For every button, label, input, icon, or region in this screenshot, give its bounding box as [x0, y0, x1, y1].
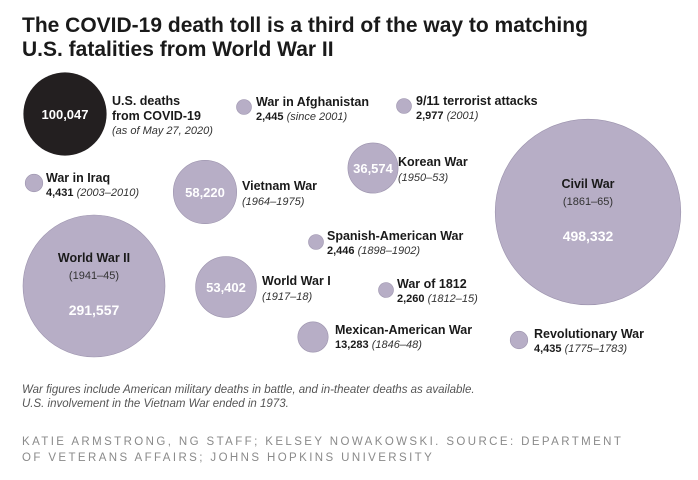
bubble-value-afghanistan: 2,445: [256, 111, 287, 123]
bubble-period-afghanistan: (since 2001): [287, 111, 348, 123]
credit-line-2: OF VETERANS AFFAIRS; JOHNS HOPKINS UNIVE…: [22, 452, 435, 464]
bubble-revolutionary: Revolutionary War 4,435 (1775–1783): [509, 327, 644, 355]
bubble-ww1: 53,402 World War I (1917–18): [195, 256, 331, 318]
bubble-period-ww2: (1941–45): [69, 270, 119, 282]
bubble-name-iraq: War in Iraq: [46, 171, 110, 185]
title-line-1: The COVID-19 death toll is a third of th…: [22, 14, 588, 37]
bubble-civil: Civil War (1861–65) 498,332: [494, 118, 682, 306]
bubble-detail-war1812: 2,260 (1812–15): [397, 293, 478, 305]
bubble-detail-iraq: 4,431 (2003–2010): [46, 187, 139, 199]
bubble-value-covid: 100,047: [42, 107, 89, 122]
note-line-2: U.S. involvement in the Vietnam War ende…: [22, 398, 289, 410]
bubble-vietnam: 58,220 Vietnam War (1964–1975): [173, 160, 317, 225]
bubble-circle-ww2: [22, 214, 166, 358]
bubble-circle-ww1: [195, 256, 257, 318]
bubble-circle-revolutionary: [509, 330, 529, 350]
bubble-name-ww2: World War II: [58, 251, 130, 265]
chart-notes: War figures include American military de…: [22, 383, 682, 411]
bubble-nine11: 9/11 terrorist attacks 2,977 (2001): [396, 94, 538, 122]
bubble-name-ww1: World War I: [262, 274, 331, 288]
credit-line-1: KATIE ARMSTRONG, NG STAFF; KELSEY NOWAKO…: [22, 436, 624, 448]
bubble-value-ww1: 53,402: [206, 280, 246, 295]
chart-title: The COVID-19 death toll is a third of th…: [22, 14, 682, 62]
bubble-korea: 36,574 Korean War (1950–53): [347, 142, 468, 194]
bubble-detail-afghanistan: 2,445 (since 2001): [256, 111, 347, 123]
bubble-detail-nine11: 2,977 (2001): [416, 110, 479, 122]
bubble-value-civil: 498,332: [563, 228, 614, 244]
bubble-name-mexican: Mexican-American War: [335, 323, 472, 337]
bubble-afghanistan: War in Afghanistan 2,445 (since 2001): [236, 95, 369, 123]
bubble-circle-covid: [23, 72, 107, 156]
bubble-circle-vietnam: [173, 160, 238, 225]
bubble-name-afghanistan: War in Afghanistan: [256, 95, 369, 109]
bubble-period-ww1: (1917–18): [262, 291, 312, 303]
bubble-iraq: War in Iraq 4,431 (2003–2010): [24, 171, 139, 199]
bubble-period-nine11: (2001): [447, 110, 479, 122]
bubble-value-spanish: 2,446: [327, 245, 358, 257]
bubble-value-mexican: 13,283: [335, 339, 372, 351]
bubble-circle-korea: [347, 142, 399, 194]
bubble-value-iraq: 4,431: [46, 187, 77, 199]
bubble-circle-spanish: [308, 234, 324, 250]
bubble-circle-iraq: [24, 173, 44, 193]
bubble-circle-mexican: [297, 321, 329, 353]
bubble-period-civil: (1861–65): [563, 196, 613, 208]
note-line-1: War figures include American military de…: [22, 384, 475, 396]
bubble-value-revolutionary: 4,435: [534, 343, 565, 355]
bubble-name-war1812: War of 1812: [397, 277, 467, 291]
bubble-name-civil: Civil War: [561, 177, 614, 191]
source-credit: KATIE ARMSTRONG, NG STAFF; KELSEY NOWAKO…: [22, 434, 692, 466]
bubble-mexican: Mexican-American War 13,283 (1846–48): [297, 321, 472, 353]
bubble-period-iraq: (2003–2010): [77, 187, 140, 199]
bubble-ww2: World War II (1941–45) 291,557: [22, 214, 166, 358]
bubble-name-spanish: Spanish-American War: [327, 229, 464, 243]
bubble-detail-spanish: 2,446 (1898–1902): [327, 245, 420, 257]
bubble-name-nine11: 9/11 terrorist attacks: [416, 94, 538, 108]
bubble-name-korea: Korean War: [398, 155, 468, 169]
bubble-period-covid: (as of May 27, 2020): [112, 125, 213, 137]
bubble-period-mexican: (1846–48): [372, 339, 422, 351]
bubble-circle-civil: [494, 118, 682, 306]
bubble-name-line1-covid: U.S. deaths: [112, 94, 180, 108]
bubble-value-nine11: 2,977: [416, 110, 447, 122]
bubble-name-line2-covid: from COVID-19: [112, 109, 201, 123]
bubble-period-spanish: (1898–1902): [358, 245, 421, 257]
bubble-value-war1812: 2,260: [397, 293, 428, 305]
bubble-circle-war1812: [378, 282, 394, 298]
title-line-2: U.S. fatalities from World War II: [22, 38, 334, 61]
bubble-name-vietnam: Vietnam War: [242, 179, 317, 193]
bubble-detail-mexican: 13,283 (1846–48): [335, 339, 422, 351]
bubble-war1812: War of 1812 2,260 (1812–15): [378, 277, 478, 305]
bubble-spanish: Spanish-American War 2,446 (1898–1902): [308, 229, 464, 257]
bubble-period-korea: (1950–53): [398, 172, 448, 184]
bubble-value-ww2: 291,557: [69, 302, 120, 318]
bubble-value-vietnam: 58,220: [185, 185, 225, 200]
bubble-circle-nine11: [396, 98, 412, 114]
bubble-circle-afghanistan: [236, 99, 252, 115]
bubble-period-vietnam: (1964–1975): [242, 196, 305, 208]
bubble-detail-revolutionary: 4,435 (1775–1783): [534, 343, 627, 355]
bubble-period-revolutionary: (1775–1783): [565, 343, 628, 355]
bubble-name-revolutionary: Revolutionary War: [534, 327, 644, 341]
bubble-value-korea: 36,574: [353, 161, 394, 176]
bubble-period-war1812: (1812–15): [428, 293, 478, 305]
